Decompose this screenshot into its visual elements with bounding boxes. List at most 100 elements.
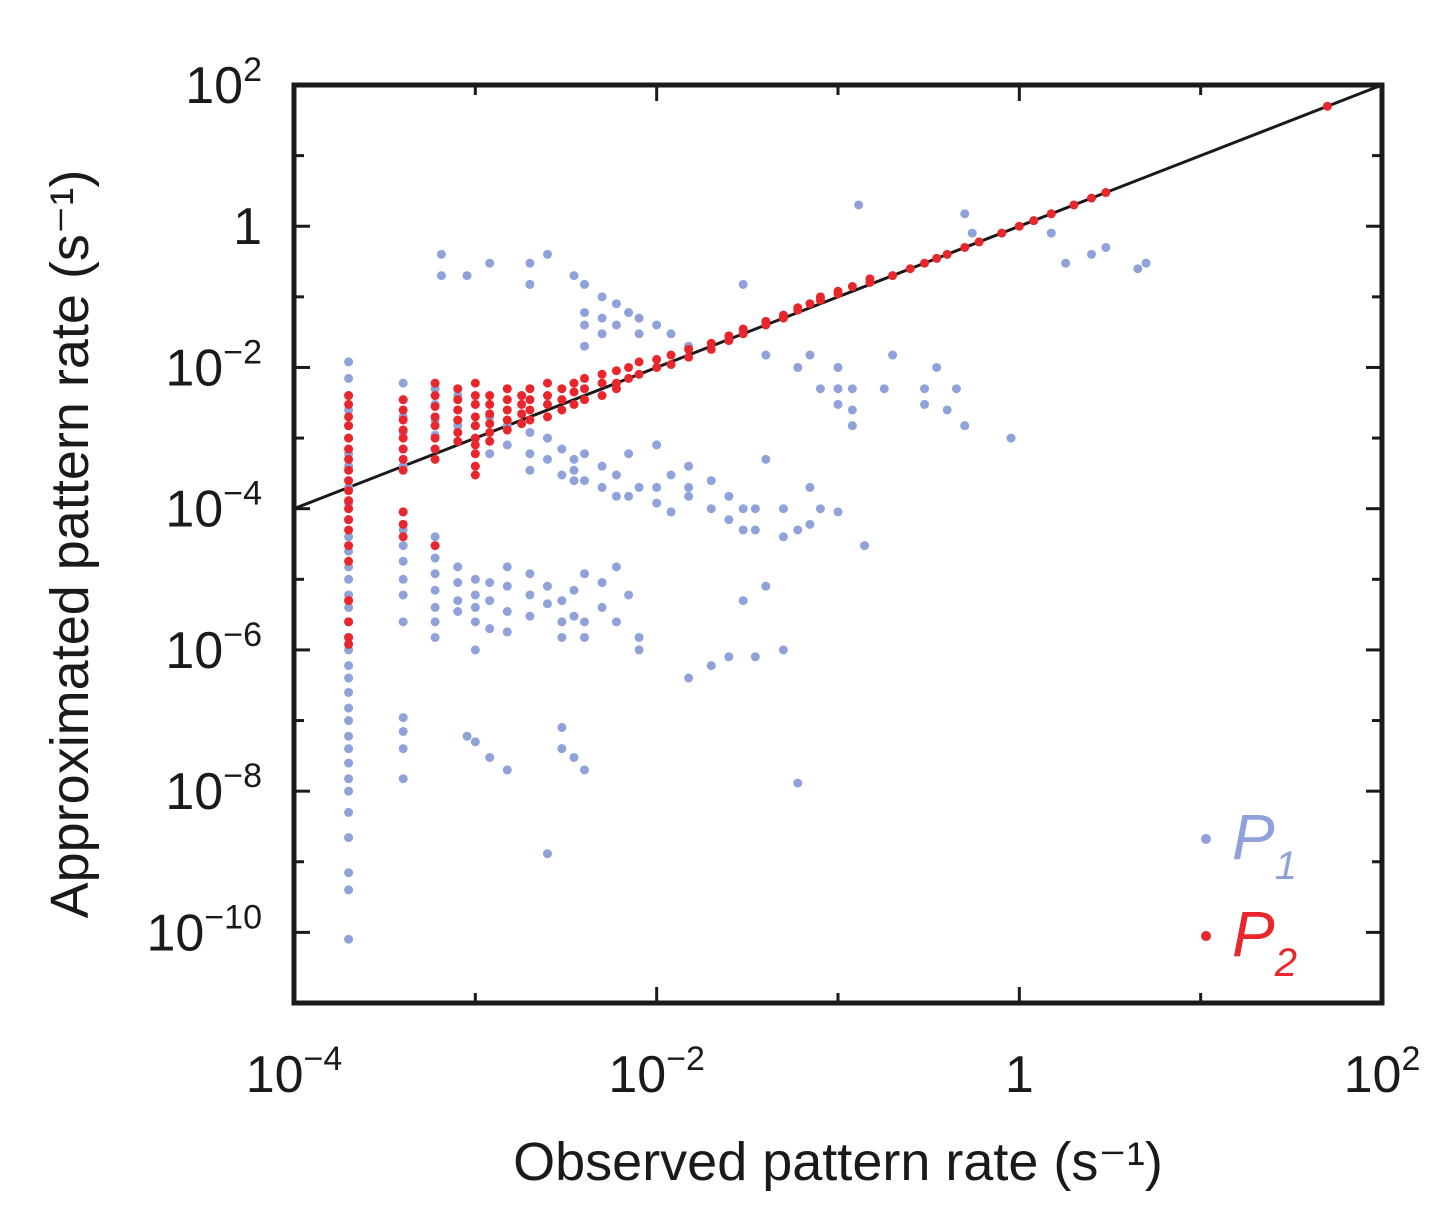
data-point-P1: [344, 357, 354, 367]
data-point-P2: [398, 444, 408, 454]
data-point-P1: [398, 556, 408, 566]
data-point-P1: [750, 525, 760, 535]
data-point-P1: [470, 737, 480, 747]
data-point-P2: [344, 486, 354, 496]
data-point-P2: [344, 525, 354, 535]
data-point-P2: [542, 399, 552, 409]
data-point-P1: [580, 632, 590, 642]
data-point-P1: [724, 491, 734, 501]
data-point-P1: [611, 320, 621, 330]
data-point-P2: [430, 402, 440, 412]
data-point-P2: [470, 440, 480, 450]
data-point-P1: [580, 341, 590, 351]
data-point-P1: [652, 440, 662, 450]
data-point-P2: [932, 253, 942, 263]
data-point-P1: [344, 687, 354, 697]
data-point-P1: [624, 449, 634, 459]
data-point-P2: [517, 409, 527, 419]
data-point-P2: [1322, 101, 1332, 111]
data-point-P1: [805, 350, 815, 360]
data-point-P1: [542, 433, 552, 443]
x-tick-label: 10−2: [608, 1040, 705, 1104]
data-point-P1: [634, 645, 644, 655]
data-point-P2: [793, 305, 803, 315]
data-point-P1: [684, 482, 694, 492]
data-point-P1: [557, 470, 567, 480]
data-point-P1: [833, 399, 843, 409]
data-point-P1: [525, 427, 535, 437]
data-point-P2: [502, 405, 512, 415]
data-point-P1: [398, 713, 408, 723]
data-point-P2: [706, 344, 716, 354]
data-point-P1: [344, 673, 354, 683]
y-tick-label: 102: [185, 51, 262, 115]
data-point-P2: [485, 409, 495, 419]
data-point-P1: [1086, 249, 1096, 259]
data-point-P1: [557, 744, 567, 754]
data-point-P2: [502, 425, 512, 435]
data-point-P2: [569, 387, 579, 397]
data-point-P1: [879, 384, 889, 394]
legend-label: P2: [1232, 898, 1297, 985]
data-point-P1: [761, 454, 771, 464]
data-point-P1: [569, 454, 579, 464]
data-point-P1: [542, 249, 552, 259]
data-point-P2: [557, 395, 567, 405]
x-axis-title: Observed pattern rate (s⁻¹): [513, 1132, 1163, 1192]
data-point-P1: [344, 731, 354, 741]
data-point-P1: [920, 384, 930, 394]
plot-frame: [291, 82, 1385, 1006]
data-point-P2: [517, 419, 527, 429]
data-point-P1: [706, 504, 716, 514]
data-point-P1: [502, 627, 512, 637]
y-tick-label: 10−10: [146, 898, 262, 962]
data-point-P1: [569, 611, 579, 621]
data-point-P1: [611, 299, 621, 309]
data-point-P1: [793, 362, 803, 372]
data-point-P2: [517, 399, 527, 409]
data-point-P1: [1141, 258, 1151, 268]
data-point-P1: [344, 868, 354, 878]
data-point-P1: [344, 833, 354, 843]
data-point-P1: [684, 673, 694, 683]
data-point-P1: [430, 585, 440, 595]
legend-item-P2: P2: [1201, 898, 1297, 985]
data-point-P2: [344, 639, 354, 649]
data-point-P1: [398, 744, 408, 754]
data-point-P2: [398, 415, 408, 425]
data-point-P2: [805, 299, 815, 309]
data-point-P1: [502, 562, 512, 572]
data-point-P1: [597, 461, 607, 471]
data-point-P2: [624, 362, 634, 372]
data-point-P2: [525, 415, 535, 425]
y-tick-labels: 102 1 10−2 10−4 10−6 10−8 10−10: [146, 51, 262, 962]
data-point-P2: [344, 412, 354, 422]
data-point-P2: [997, 228, 1007, 238]
data-point-P1: [344, 574, 354, 584]
data-point-P1: [833, 507, 843, 517]
data-point-P2: [470, 391, 480, 401]
data-point-P1: [569, 585, 579, 595]
data-point-P1: [525, 611, 535, 621]
data-point-P2: [344, 421, 354, 431]
data-point-P1: [847, 421, 857, 431]
data-point-P2: [398, 395, 408, 405]
data-point-P1: [833, 384, 843, 394]
data-point-P2: [430, 541, 440, 551]
data-point-P2: [470, 378, 480, 388]
data-point-P1: [542, 849, 552, 859]
data-point-P2: [624, 373, 634, 383]
data-point-P1: [793, 525, 803, 535]
y-tick-label: 10−6: [165, 616, 262, 680]
data-point-P2: [580, 384, 590, 394]
data-point-P1: [854, 200, 864, 210]
data-point-P1: [344, 774, 354, 784]
data-point-P2: [666, 360, 676, 370]
legend-marker: [1201, 834, 1211, 844]
data-point-P1: [580, 308, 590, 318]
data-point-P1: [569, 752, 579, 762]
data-point-P1: [557, 632, 567, 642]
data-point-P1: [525, 590, 535, 600]
data-point-P2: [666, 350, 676, 360]
data-point-P1: [666, 329, 676, 339]
